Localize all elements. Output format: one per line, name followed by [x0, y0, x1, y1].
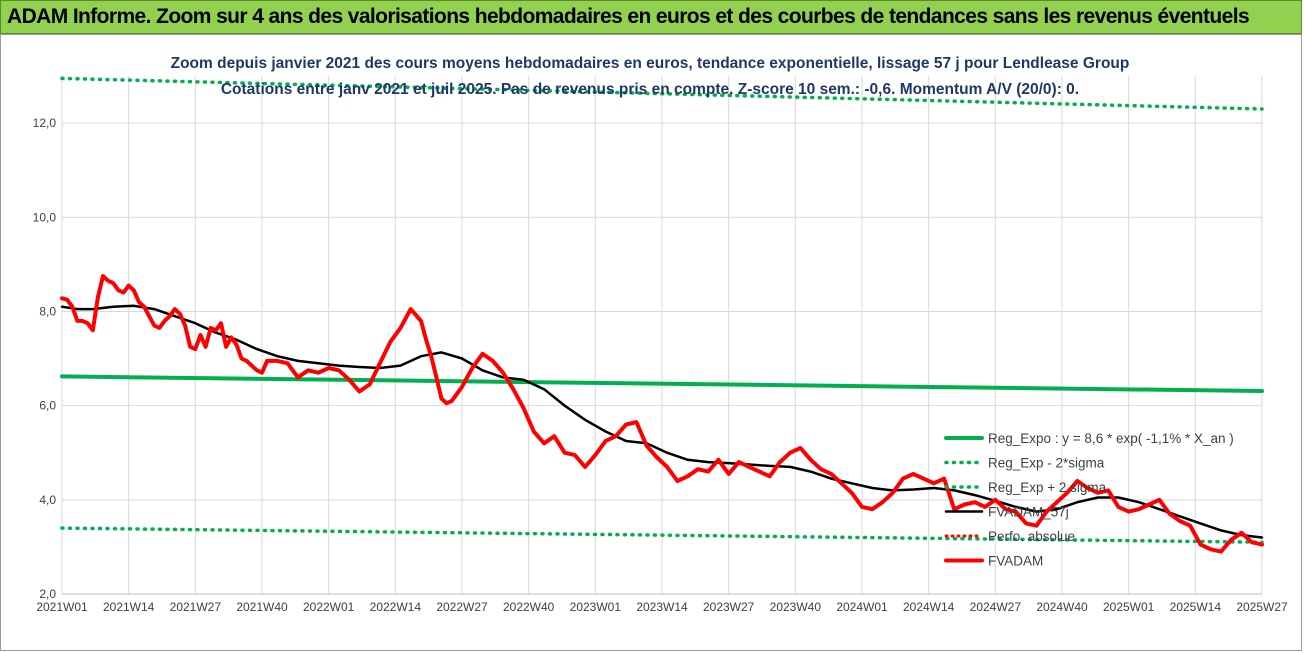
- series-line-5: [60, 274, 1264, 554]
- legend-label-5: FVADAM: [988, 554, 1043, 569]
- legend-label-2: Reg_Exp + 2 sigma: [988, 480, 1107, 495]
- legend-label-3: FVADAM_57j: [988, 505, 1069, 520]
- x-tick-label: 2023W40: [770, 600, 822, 614]
- x-tick-label: 2023W14: [636, 600, 688, 614]
- series-line-2: [60, 76, 1264, 111]
- legend-label-4: Perfo. absolue: [988, 529, 1075, 544]
- y-tick-label: 12,0: [33, 116, 57, 130]
- chart-series: [60, 76, 1264, 554]
- y-tick-label: 2,0: [39, 587, 56, 601]
- chart-grid: [61, 76, 1263, 595]
- series-line-0: [60, 374, 1264, 393]
- x-tick-label: 2023W01: [570, 600, 622, 614]
- series-line-1: [60, 526, 1264, 544]
- chart-frame: [0, 34, 1302, 651]
- x-tick-label: 2025W14: [1170, 600, 1222, 614]
- x-tick-label: 2024W01: [836, 600, 888, 614]
- x-tick-label: 2024W40: [1036, 600, 1088, 614]
- x-tick-label: 2023W27: [703, 600, 755, 614]
- y-tick-label: 8,0: [39, 304, 56, 318]
- chart-legend: Reg_Expo : y = 8,6 * exp( -1,1% * X_an )…: [944, 431, 1234, 569]
- x-tick-label: 2022W27: [436, 600, 488, 614]
- x-tick-label: 2025W27: [1236, 600, 1288, 614]
- x-tick-label: 2025W01: [1103, 600, 1155, 614]
- x-tick-label: 2022W40: [503, 600, 555, 614]
- series-line-3: [60, 304, 1264, 539]
- chart-subtitle: Cotations entre janv 2021 et juil 2025. …: [221, 81, 1079, 98]
- legend-label-0: Reg_Expo : y = 8,6 * exp( -1,1% * X_an ): [988, 431, 1234, 446]
- chart-axes: 2,0 4,0 6,0 8,0 10,0 12,0 2021W01 2021W14 2021W2…: [33, 116, 1288, 614]
- report-banner: ADAM Informe. Zoom sur 4 ans des valoris…: [0, 0, 1302, 34]
- y-tick-label: 10,0: [33, 210, 57, 224]
- x-tick-label: 2022W01: [303, 600, 355, 614]
- x-tick-label: 2024W14: [903, 600, 955, 614]
- chart-title: Zoom depuis janvier 2021 des cours moyen…: [171, 55, 1130, 72]
- x-tick-label: 2024W27: [970, 600, 1022, 614]
- y-tick-label: 4,0: [39, 493, 56, 507]
- x-tick-label: 2022W14: [370, 600, 422, 614]
- x-tick-label: 2021W14: [103, 600, 155, 614]
- x-tick-label: 2021W01: [36, 600, 88, 614]
- legend-label-1: Reg_Exp - 2*sigma: [988, 456, 1105, 471]
- y-tick-label: 6,0: [39, 399, 56, 413]
- report-banner-title: ADAM Informe. Zoom sur 4 ans des valoris…: [7, 5, 1250, 28]
- x-tick-label: 2021W40: [236, 600, 288, 614]
- x-tick-label: 2021W27: [170, 600, 222, 614]
